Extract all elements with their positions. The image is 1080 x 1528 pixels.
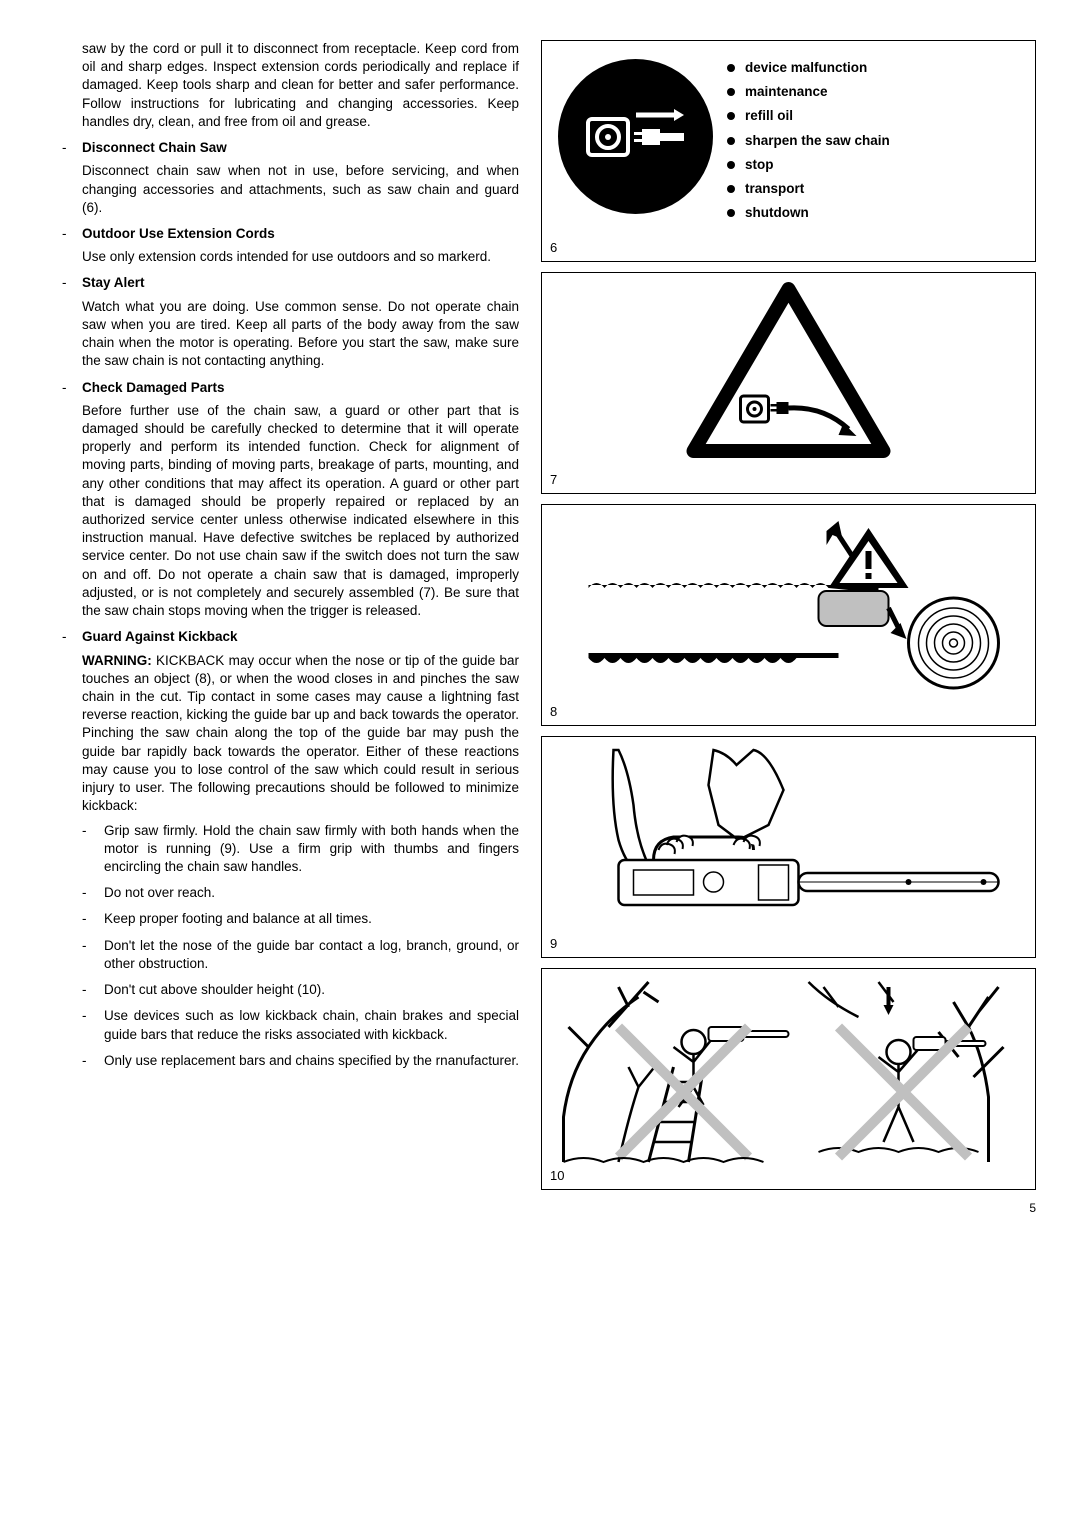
body-text: WARNING: KICKBACK may occur when the nos… [82, 652, 519, 816]
list-item: -Only use replacement bars and chains sp… [104, 1052, 519, 1070]
body-text: Disconnect chain saw when not in use, be… [82, 162, 519, 217]
list-item: device malfunction [727, 59, 890, 77]
list-item: sharpen the saw chain [727, 132, 890, 150]
dash-icon: - [82, 884, 87, 902]
list-item-text: Only use replacement bars and chains spe… [104, 1053, 519, 1068]
list-item-text: Do not over reach. [104, 885, 215, 900]
list-item-text: Keep proper footing and balance at all t… [104, 911, 372, 926]
list-item-text: Use devices such as low kickback chain, … [104, 1008, 519, 1041]
dash-icon: - [82, 1007, 87, 1025]
list-item: transport [727, 180, 890, 198]
list-item-text: Grip saw firmly. Hold the chain saw firm… [104, 823, 519, 874]
right-column: device malfunction maintenance refill oi… [541, 40, 1036, 1216]
body-text: Before further use of the chain saw, a g… [82, 402, 519, 621]
kickback-sublist: -Grip saw firmly. Hold the chain saw fir… [82, 822, 519, 1070]
list-item: stop [727, 156, 890, 174]
figure-10: 10 [541, 968, 1036, 1190]
figure-6-bullets: device malfunction maintenance refill oi… [727, 53, 890, 229]
figure-9: 9 [541, 736, 1036, 958]
section-stay-alert: - Stay Alert Watch what you are doing. U… [82, 274, 519, 370]
figure-number: 10 [550, 1167, 564, 1185]
list-item-text: Don't let the nose of the guide bar cont… [104, 938, 519, 971]
intro-paragraph: saw by the cord or pull it to disconnect… [82, 40, 519, 131]
grip-chainsaw-icon [550, 745, 1027, 935]
section-check-damaged: - Check Damaged Parts Before further use… [82, 379, 519, 621]
figure-number: 9 [550, 935, 557, 953]
list-item: -Don't let the nose of the guide bar con… [104, 937, 519, 973]
no-overhead-cutting-icon [550, 977, 1027, 1175]
dash-icon: - [62, 225, 82, 243]
list-item-text: Don't cut above shoulder height (10). [104, 982, 325, 997]
figure-number: 7 [550, 471, 557, 489]
figure-7: 7 [541, 272, 1036, 494]
dash-icon: - [62, 628, 82, 646]
section-outdoor: - Outdoor Use Extension Cords Use only e… [82, 225, 519, 266]
dash-icon: - [62, 139, 82, 157]
dash-icon: - [82, 910, 87, 928]
kickback-contact-icon [550, 513, 1027, 703]
dash-icon: - [62, 274, 82, 292]
heading: Disconnect Chain Saw [82, 139, 227, 157]
warning-body: KICKBACK may occur when the nose or tip … [82, 653, 519, 814]
heading: Guard Against Kickback [82, 628, 238, 646]
section-kickback: - Guard Against Kickback WARNING: KICKBA… [82, 628, 519, 1070]
dash-icon: - [82, 981, 87, 999]
figure-number: 8 [550, 703, 557, 721]
warning-triangle-icon [550, 281, 1027, 471]
figure-number: 6 [550, 239, 557, 257]
figure-6: device malfunction maintenance refill oi… [541, 40, 1036, 262]
warning-label: WARNING: [82, 653, 152, 668]
dash-icon: - [82, 1052, 87, 1070]
dash-icon: - [82, 822, 87, 840]
body-text: Use only extension cords intended for us… [82, 248, 519, 266]
list-item: -Grip saw firmly. Hold the chain saw fir… [104, 822, 519, 877]
heading: Stay Alert [82, 274, 145, 292]
list-item: -Do not over reach. [104, 884, 519, 902]
body-text: Watch what you are doing. Use common sen… [82, 298, 519, 371]
dash-icon: - [62, 379, 82, 397]
list-item: maintenance [727, 83, 890, 101]
heading: Outdoor Use Extension Cords [82, 225, 275, 243]
section-disconnect: - Disconnect Chain Saw Disconnect chain … [82, 139, 519, 217]
list-item: -Keep proper footing and balance at all … [104, 910, 519, 928]
list-item: -Don't cut above shoulder height (10). [104, 981, 519, 999]
list-item: -Use devices such as low kickback chain,… [104, 1007, 519, 1043]
figure-8: 8 [541, 504, 1036, 726]
list-item: shutdown [727, 204, 890, 222]
unplug-circle-icon [558, 59, 713, 214]
heading: Check Damaged Parts [82, 379, 225, 397]
left-column: saw by the cord or pull it to disconnect… [44, 40, 519, 1216]
page: saw by the cord or pull it to disconnect… [44, 40, 1036, 1216]
page-number: 5 [541, 1200, 1036, 1216]
dash-icon: - [82, 937, 87, 955]
list-item: refill oil [727, 107, 890, 125]
